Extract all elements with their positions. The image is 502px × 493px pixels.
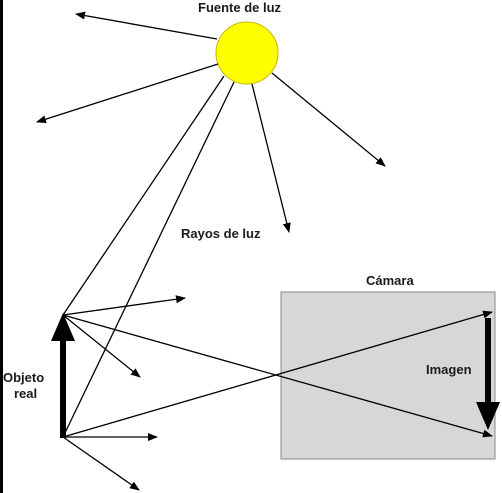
object-ray-top-to-camera bbox=[62, 314, 493, 438]
light-rays-label: Rayos de luz bbox=[181, 226, 261, 241]
object-ray-top-right bbox=[62, 295, 186, 316]
object-label-line2: real bbox=[14, 386, 37, 401]
sun-light-source bbox=[215, 21, 279, 85]
image-label: Imagen bbox=[426, 362, 472, 377]
sun-ray-down bbox=[251, 83, 291, 233]
sun-ray-left bbox=[36, 63, 219, 124]
left-edge-strip bbox=[0, 0, 3, 493]
camera-label: Cámara bbox=[366, 273, 414, 288]
sun-ray-right bbox=[271, 72, 386, 167]
sun-ray-up-left bbox=[75, 11, 218, 40]
object-label-line1: Objeto bbox=[3, 370, 44, 385]
object-ray-top-down bbox=[62, 314, 141, 378]
sun-rays bbox=[36, 11, 386, 438]
object-rays bbox=[62, 295, 493, 491]
light-source-label: Fuente de luz bbox=[198, 0, 282, 15]
real-object-arrow bbox=[51, 313, 75, 438]
sun-ray-to-object-bottom bbox=[62, 81, 235, 438]
camera-image-arrow bbox=[476, 318, 500, 430]
object-ray-bottom-down bbox=[62, 436, 140, 491]
object-ray-bottom-to-camera bbox=[62, 310, 493, 438]
sun-ray-to-object-top bbox=[62, 75, 225, 316]
camera-box bbox=[280, 291, 496, 460]
